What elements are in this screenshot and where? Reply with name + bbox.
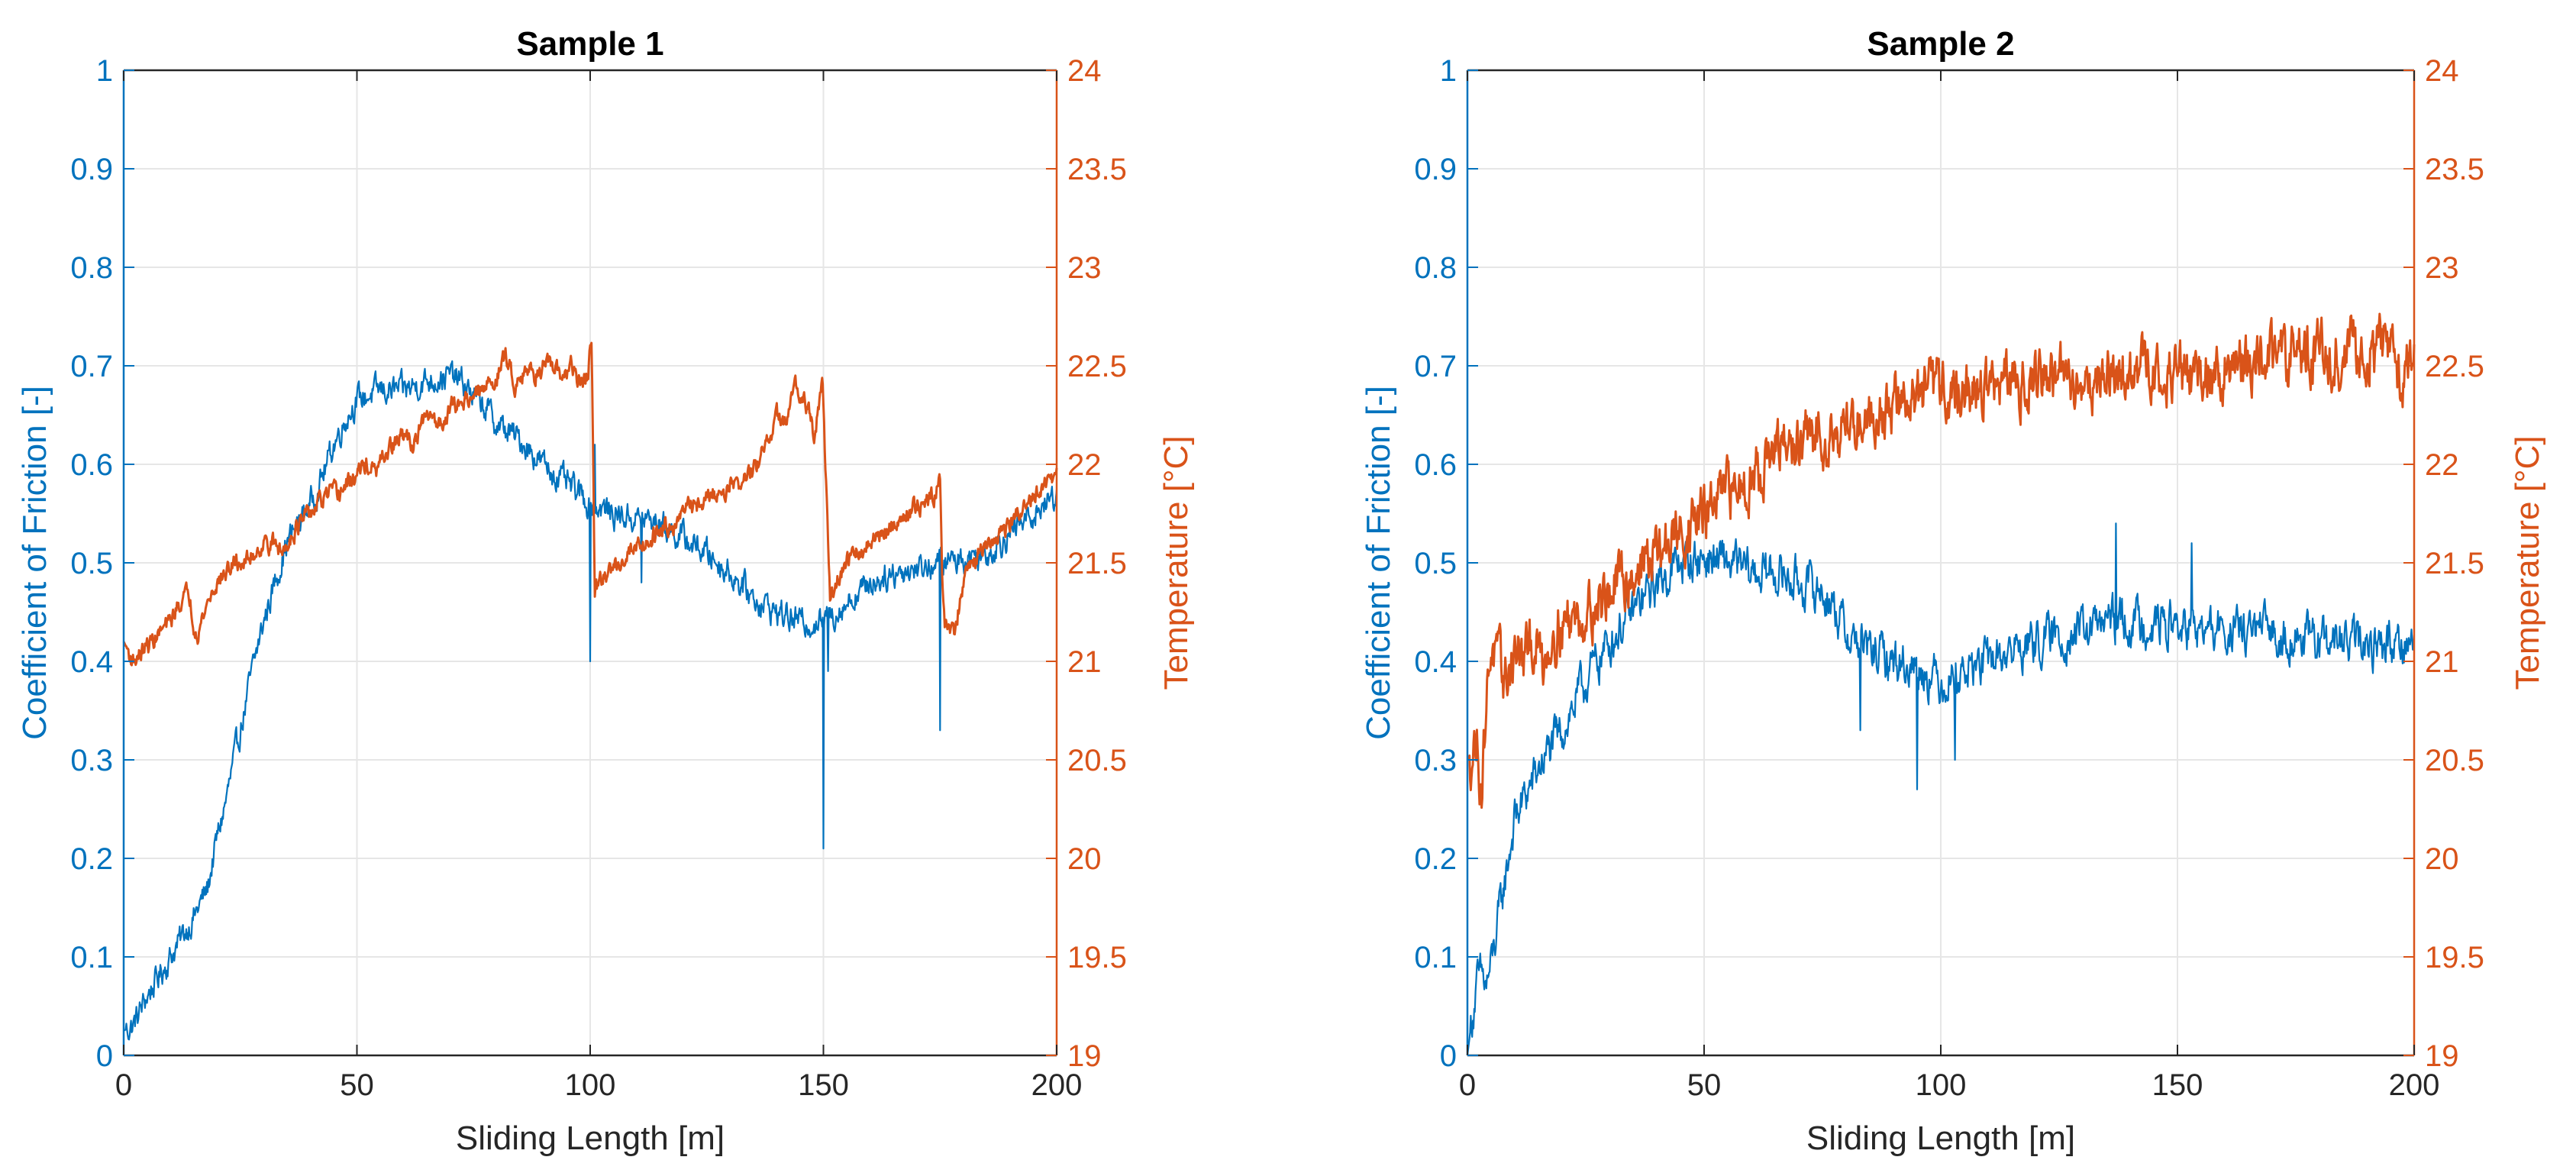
x-tick-label: 150: [798, 1068, 849, 1102]
y-tick-label-right: 22: [1067, 448, 1102, 482]
y-tick-label-left: 0.5: [70, 547, 113, 580]
y-tick-label-right: 19: [2425, 1039, 2459, 1073]
temperature-series-line: [1466, 312, 2416, 809]
x-axis-label: Sliding Length [m]: [1806, 1120, 2075, 1157]
y-tick-label-left: 0.4: [70, 645, 113, 679]
y-tick-label-right: 23.5: [2425, 153, 2484, 186]
x-tick-label: 50: [1687, 1068, 1722, 1102]
y-axis-label-right: Temperature [°C]: [1157, 435, 1195, 690]
y-tick-label-right: 23: [2425, 251, 2459, 285]
y-tick-label-right: 19.5: [1067, 941, 1127, 974]
y-tick-label-right: 21.5: [2425, 547, 2484, 580]
y-tick-label-left: 0.5: [1414, 547, 1457, 580]
y-tick-label-right: 21.5: [1067, 547, 1127, 580]
cof-series-line: [123, 360, 1058, 1041]
x-axis-label: Sliding Length [m]: [456, 1120, 725, 1157]
y-tick-label-right: 20: [1067, 842, 1102, 876]
y-tick-label-left: 0.4: [1414, 645, 1457, 679]
y-tick-label-right: 23.5: [1067, 153, 1127, 186]
y-tick-label-left: 0.8: [70, 251, 113, 285]
x-tick-label: 200: [2389, 1068, 2440, 1102]
chart-panel-sample-1: 0 50 100 150 200 0 0.1 0.2 0.3 0.4 0.5 0.6 0.7 0.8 0.9…: [16, 25, 1195, 1157]
y-tick-label-right: 21: [2425, 645, 2459, 679]
y-tick-label-right: 24: [2425, 54, 2459, 88]
y-tick-label-left: 0: [96, 1039, 113, 1073]
x-tick-label: 150: [2152, 1068, 2203, 1102]
y-tick-label-right: 22.5: [2425, 350, 2484, 383]
y-tick-label-right: 19: [1067, 1039, 1102, 1073]
y-tick-label-right: 20: [2425, 842, 2459, 876]
y-tick-label-left: 1: [96, 54, 113, 88]
x-tick-label: 200: [1031, 1068, 1083, 1102]
x-tick-label: 100: [565, 1068, 616, 1102]
y-tick-label-left: 0.3: [1414, 744, 1457, 777]
plot-area: 0 50 100 150 200 0 0.1 0.2 0.3 0.4 0.5 0.6 0.7 0.8 0.9…: [1414, 54, 2484, 1102]
y-tick-label-left: 0.7: [1414, 350, 1457, 383]
y-tick-label-left: 0: [1440, 1039, 1457, 1073]
y-tick-label-right: 24: [1067, 54, 1102, 88]
y-tick-label-left: 0.6: [1414, 448, 1457, 482]
y-tick-label-left: 0.6: [70, 448, 113, 482]
y-tick-label-left: 0.2: [70, 842, 113, 876]
y-tick-label-right: 21: [1067, 645, 1102, 679]
y-axis-label-left: Coefficient of Friction [-]: [16, 386, 53, 740]
y-tick-label-left: 0.8: [1414, 251, 1457, 285]
chart-title: Sample 2: [1867, 25, 2014, 63]
cof-series-line: [1466, 522, 2416, 1056]
chart-panel-sample-2: 0 50 100 150 200 0 0.1 0.2 0.3 0.4 0.5 0.6 0.7 0.8 0.9…: [1360, 25, 2546, 1157]
y-tick-label-right: 22.5: [1067, 350, 1127, 383]
y-tick-label-left: 0.9: [70, 153, 113, 186]
x-tick-label: 0: [115, 1068, 132, 1102]
x-tick-label: 50: [340, 1068, 374, 1102]
x-tick-label: 100: [1916, 1068, 1967, 1102]
y-tick-label-left: 0.3: [70, 744, 113, 777]
y-tick-label-right: 19.5: [2425, 941, 2484, 974]
x-tick-label: 0: [1459, 1068, 1476, 1102]
y-tick-label-right: 20.5: [1067, 744, 1127, 777]
y-tick-label-left: 0.1: [1414, 941, 1457, 974]
y-tick-label-left: 0.2: [1414, 842, 1457, 876]
y-tick-label-left: 1: [1440, 54, 1457, 88]
y-tick-label-right: 22: [2425, 448, 2459, 482]
chart-title: Sample 1: [516, 25, 663, 63]
temperature-series-line: [122, 341, 1058, 667]
plot-area: 0 50 100 150 200 0 0.1 0.2 0.3 0.4 0.5 0.6 0.7 0.8 0.9…: [70, 54, 1126, 1102]
y-tick-label-right: 20.5: [2425, 744, 2484, 777]
y-axis-label-left: Coefficient of Friction [-]: [1360, 386, 1397, 740]
y-tick-label-left: 0.1: [70, 941, 113, 974]
y-axis-label-right: Temperature [°C]: [2509, 435, 2546, 690]
y-tick-label-left: 0.9: [1414, 153, 1457, 186]
y-tick-label-left: 0.7: [70, 350, 113, 383]
y-tick-label-right: 23: [1067, 251, 1102, 285]
